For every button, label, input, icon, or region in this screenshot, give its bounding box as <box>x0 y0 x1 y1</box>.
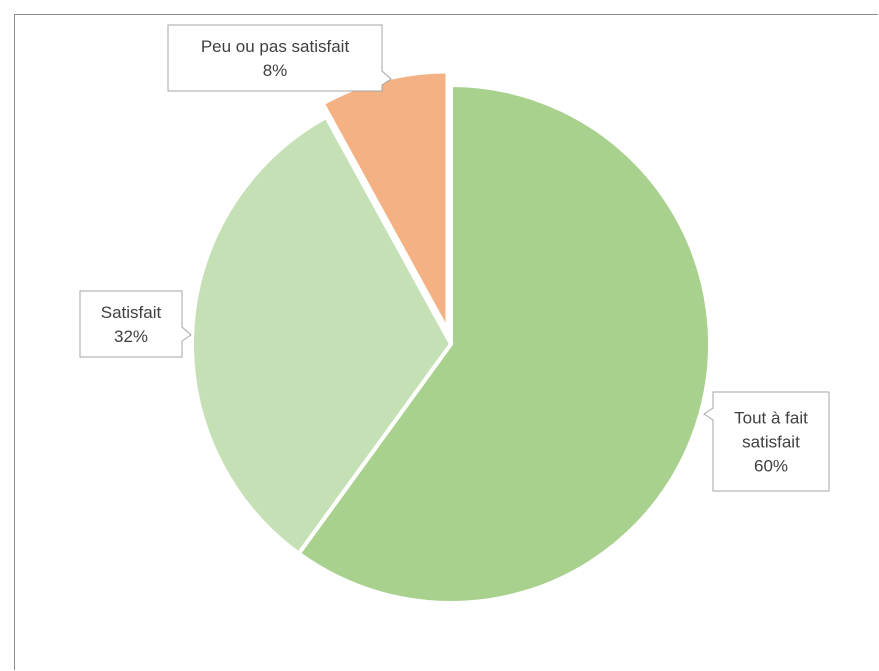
data-label-box <box>167 24 392 92</box>
data-label-peu-ou-pas-satisfait: Peu ou pas satisfait 8% <box>167 24 392 92</box>
data-label-category: Satisfait <box>101 303 162 322</box>
pie-slices <box>190 69 712 605</box>
data-label-category: Tout à fait <box>734 409 808 428</box>
data-label-satisfait: Satisfait 32% <box>79 290 192 358</box>
data-label-category: satisfait <box>742 433 800 452</box>
data-label-value: 8% <box>263 61 288 80</box>
data-label-box <box>79 290 192 358</box>
data-label-value: 60% <box>754 457 788 476</box>
data-label-value: 32% <box>114 327 148 346</box>
data-labels: Tout à fait satisfait 60% Satisfait 32% Peu o… <box>79 24 830 492</box>
data-label-tout-a-fait-satisfait: Tout à fait satisfait 60% <box>703 391 830 492</box>
pie-slice-tout-a-fait-satisfait <box>296 83 712 605</box>
pie-slice-satisfait <box>190 115 453 556</box>
data-label-box <box>703 391 830 492</box>
data-label-category: Peu ou pas satisfait <box>201 37 350 56</box>
